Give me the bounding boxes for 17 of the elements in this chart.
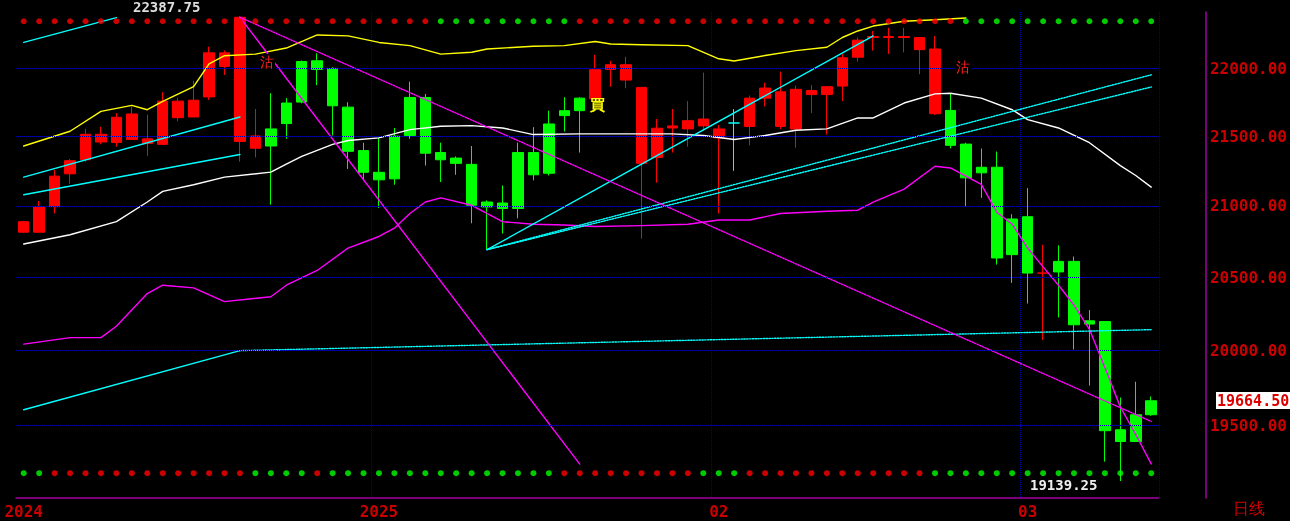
text: 日线 (1233, 498, 1265, 518)
annotation: 沽 (260, 54, 274, 70)
annotation: 沽 (956, 59, 970, 75)
y-tick-label: 21500.00 (1209, 126, 1287, 146)
x-tick-label: 02 (709, 501, 729, 521)
y-tick-label: 20000.00 (1209, 341, 1287, 361)
annotation: 19139.25 (1030, 477, 1098, 493)
y-tick-label: 21000.00 (1209, 196, 1287, 216)
x-tick-label: 2025 (359, 501, 399, 521)
y-tick-label: 19500.00 (1209, 416, 1287, 436)
y-tick-label: 22000.00 (1209, 58, 1287, 78)
x-tick-label: 2024 (4, 501, 43, 521)
y-tick-label: 20500.00 (1209, 267, 1287, 287)
x-tick-label: 03 (1018, 501, 1038, 521)
annotation: 買 (589, 95, 605, 114)
text: 19664.50 (1217, 391, 1290, 410)
annotation: 22387.75 (133, 0, 201, 15)
